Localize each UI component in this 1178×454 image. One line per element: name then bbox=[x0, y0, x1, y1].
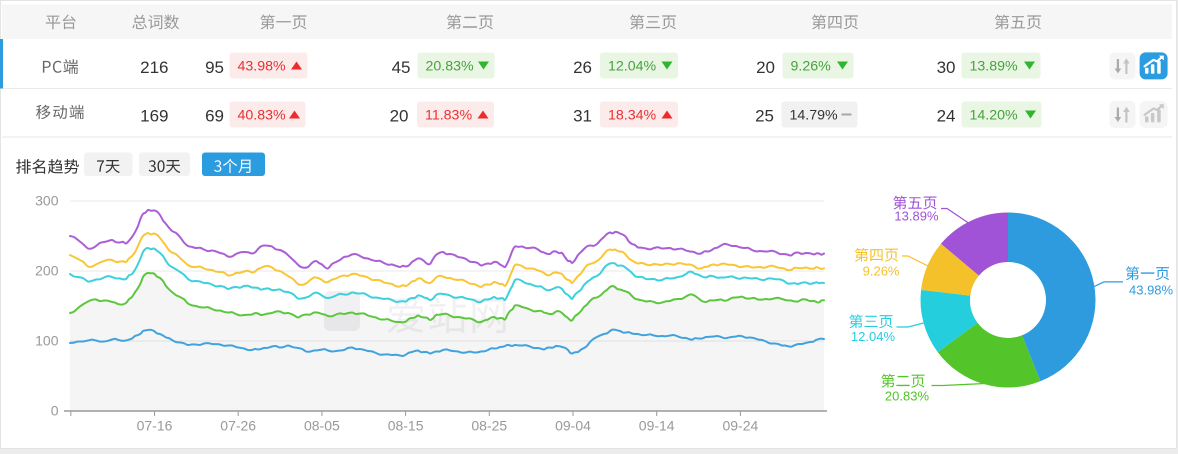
svg-text:40.83%: 40.83% bbox=[238, 107, 287, 123]
svg-text:100: 100 bbox=[35, 333, 59, 349]
svg-text:07-26: 07-26 bbox=[220, 418, 256, 434]
svg-text:12.04%: 12.04% bbox=[851, 329, 896, 344]
svg-text:216: 216 bbox=[140, 58, 168, 77]
svg-text:169: 169 bbox=[140, 106, 168, 125]
svg-text:08-15: 08-15 bbox=[388, 418, 424, 434]
svg-text:0: 0 bbox=[51, 403, 59, 419]
svg-text:18.34%: 18.34% bbox=[608, 107, 657, 123]
svg-text:14.20%: 14.20% bbox=[970, 107, 1019, 123]
svg-text:95: 95 bbox=[205, 58, 224, 77]
svg-text:13.89%: 13.89% bbox=[894, 209, 939, 224]
svg-text:24: 24 bbox=[937, 106, 956, 125]
svg-text:30: 30 bbox=[937, 58, 956, 77]
svg-text:26: 26 bbox=[573, 58, 592, 77]
svg-text:20.83%: 20.83% bbox=[426, 58, 475, 74]
svg-text:20: 20 bbox=[756, 58, 775, 77]
svg-text:08-05: 08-05 bbox=[304, 418, 340, 434]
svg-text:25: 25 bbox=[755, 106, 774, 125]
svg-text:07-16: 07-16 bbox=[137, 418, 173, 434]
svg-text:09-14: 09-14 bbox=[639, 418, 675, 434]
svg-text:9.26%: 9.26% bbox=[863, 264, 900, 279]
svg-text:13.89%: 13.89% bbox=[970, 58, 1019, 74]
svg-text:43.98%: 43.98% bbox=[1129, 282, 1174, 297]
svg-text:09-04: 09-04 bbox=[555, 418, 591, 434]
svg-text:9.26%: 9.26% bbox=[791, 58, 832, 74]
svg-text:45: 45 bbox=[392, 58, 411, 77]
svg-text:43.98%: 43.98% bbox=[238, 58, 287, 74]
svg-text:69: 69 bbox=[205, 106, 224, 125]
svg-text:20.83%: 20.83% bbox=[885, 388, 930, 403]
svg-text:08-25: 08-25 bbox=[471, 418, 507, 434]
svg-text:12.04%: 12.04% bbox=[608, 58, 657, 74]
svg-text:20: 20 bbox=[390, 106, 409, 125]
svg-text:14.79%: 14.79% bbox=[790, 107, 839, 123]
svg-text:11.83%: 11.83% bbox=[425, 107, 472, 123]
svg-text:300: 300 bbox=[35, 193, 59, 209]
svg-text:31: 31 bbox=[573, 106, 592, 125]
svg-text:200: 200 bbox=[35, 263, 59, 279]
svg-text:09-24: 09-24 bbox=[722, 418, 758, 434]
